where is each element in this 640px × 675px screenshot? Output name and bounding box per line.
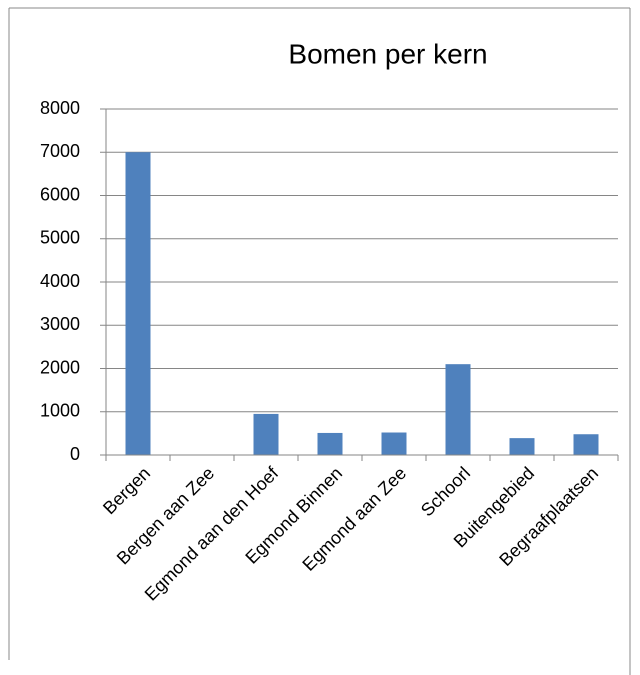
y-tick-label: 6000	[40, 184, 80, 204]
bar	[509, 438, 535, 455]
bar	[125, 152, 151, 455]
bar	[253, 413, 279, 455]
bar	[381, 432, 407, 455]
y-tick-label: 0	[70, 444, 80, 464]
y-tick-label: 2000	[40, 357, 80, 377]
y-tick-label: 3000	[40, 314, 80, 334]
y-tick-label: 4000	[40, 271, 80, 291]
chart-title: Bomen per kern	[288, 38, 487, 69]
x-tick-label: Bergen	[99, 463, 154, 518]
bar	[317, 432, 343, 455]
y-tick-label: 7000	[40, 141, 80, 161]
bar	[445, 364, 471, 455]
y-tick-label: 8000	[40, 98, 80, 118]
bar	[573, 434, 599, 455]
x-tick-label: Schoorl	[417, 463, 474, 520]
y-tick-label: 1000	[40, 401, 80, 421]
y-tick-label: 5000	[40, 228, 80, 248]
